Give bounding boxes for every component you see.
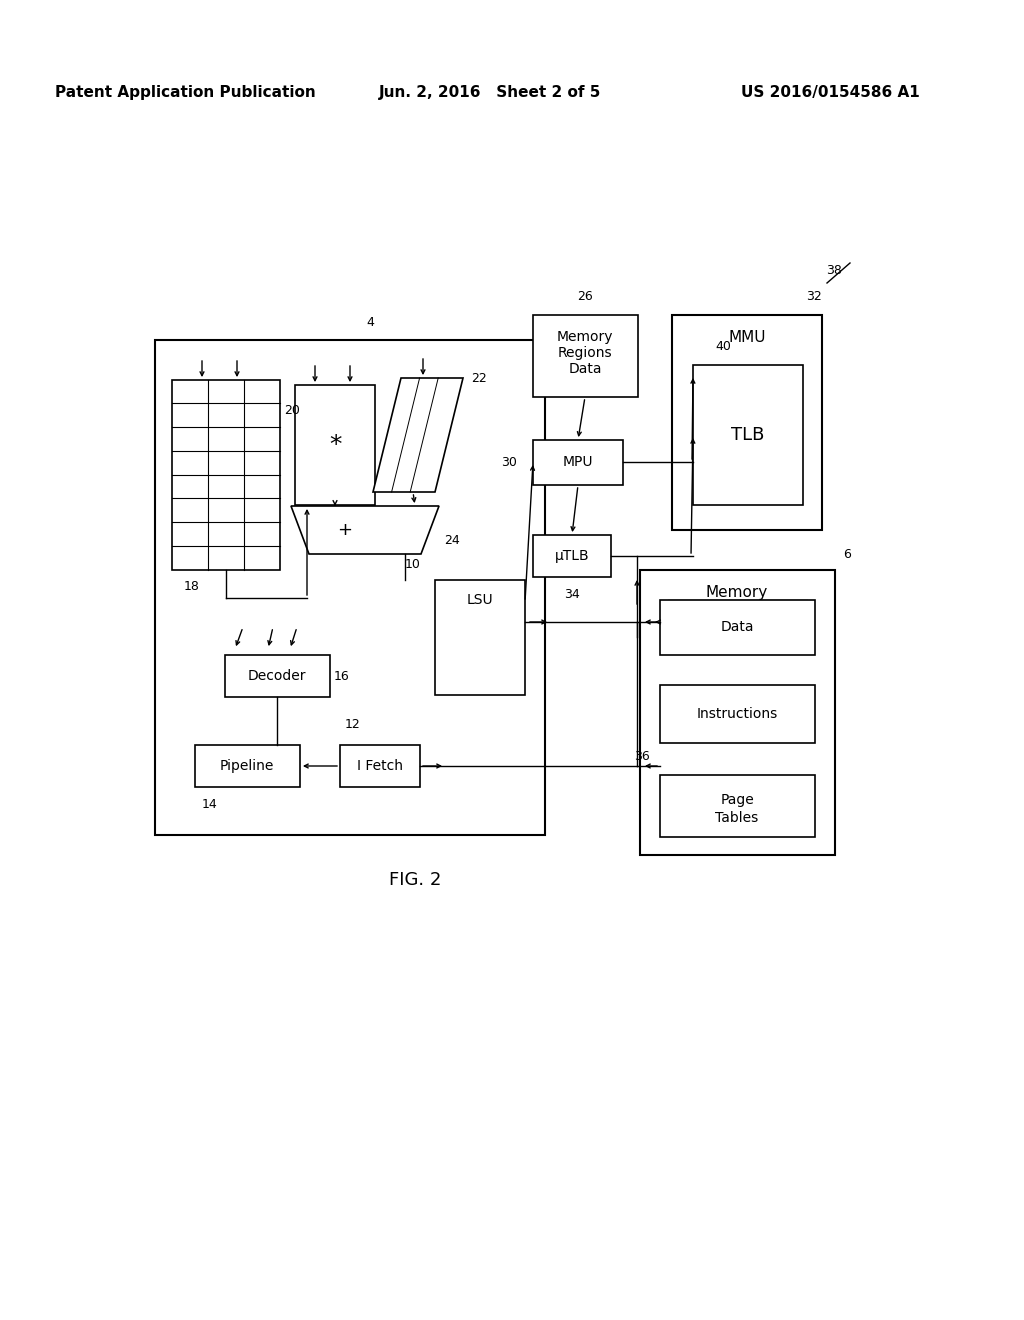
Text: 6: 6 <box>843 549 851 561</box>
Text: 26: 26 <box>578 290 593 304</box>
Text: 10: 10 <box>406 557 421 570</box>
Bar <box>640 570 835 855</box>
Polygon shape <box>291 506 439 554</box>
Text: Data: Data <box>720 620 754 634</box>
Bar <box>340 744 420 787</box>
Text: Memory: Memory <box>557 330 613 345</box>
Bar <box>435 579 525 696</box>
Text: 20: 20 <box>284 404 300 417</box>
Text: LSU: LSU <box>467 593 494 607</box>
Text: MPU: MPU <box>563 455 593 469</box>
Text: Memory: Memory <box>706 585 768 599</box>
Bar <box>534 315 638 397</box>
Text: 14: 14 <box>202 799 218 812</box>
Text: 30: 30 <box>501 455 517 469</box>
Text: μTLB: μTLB <box>555 549 590 564</box>
Text: MMU: MMU <box>728 330 766 345</box>
Bar <box>225 655 330 697</box>
Bar <box>155 341 545 836</box>
Text: 32: 32 <box>806 290 822 304</box>
Text: *: * <box>329 433 341 457</box>
Text: Tables: Tables <box>716 810 759 825</box>
Text: Pipeline: Pipeline <box>220 759 274 774</box>
Bar <box>534 440 623 484</box>
Bar <box>693 366 803 506</box>
Text: 36: 36 <box>634 751 650 763</box>
Bar <box>172 380 280 570</box>
Text: Patent Application Publication: Patent Application Publication <box>54 86 315 100</box>
Text: 4: 4 <box>366 315 374 329</box>
Text: TLB: TLB <box>731 426 765 444</box>
Text: Page: Page <box>720 793 754 807</box>
Text: 12: 12 <box>345 718 360 731</box>
Text: 24: 24 <box>444 533 460 546</box>
Text: 40: 40 <box>715 341 731 354</box>
Text: +: + <box>338 521 352 539</box>
Text: I Fetch: I Fetch <box>357 759 403 774</box>
Text: FIG. 2: FIG. 2 <box>389 871 441 888</box>
Bar <box>534 535 611 577</box>
Text: Regions: Regions <box>558 346 612 360</box>
Bar <box>660 685 815 743</box>
Text: Instructions: Instructions <box>696 708 777 721</box>
Text: 18: 18 <box>184 579 200 593</box>
Text: Jun. 2, 2016   Sheet 2 of 5: Jun. 2, 2016 Sheet 2 of 5 <box>379 86 601 100</box>
Text: 34: 34 <box>564 589 580 602</box>
Text: Data: Data <box>568 362 602 376</box>
Bar <box>660 775 815 837</box>
Bar <box>295 385 375 506</box>
Text: US 2016/0154586 A1: US 2016/0154586 A1 <box>740 86 920 100</box>
Bar <box>660 601 815 655</box>
Text: 22: 22 <box>471 371 486 384</box>
Bar <box>195 744 300 787</box>
Text: 16: 16 <box>334 669 350 682</box>
Bar <box>672 315 822 531</box>
Text: 38: 38 <box>826 264 842 276</box>
Polygon shape <box>373 378 463 492</box>
Text: Decoder: Decoder <box>248 669 306 682</box>
